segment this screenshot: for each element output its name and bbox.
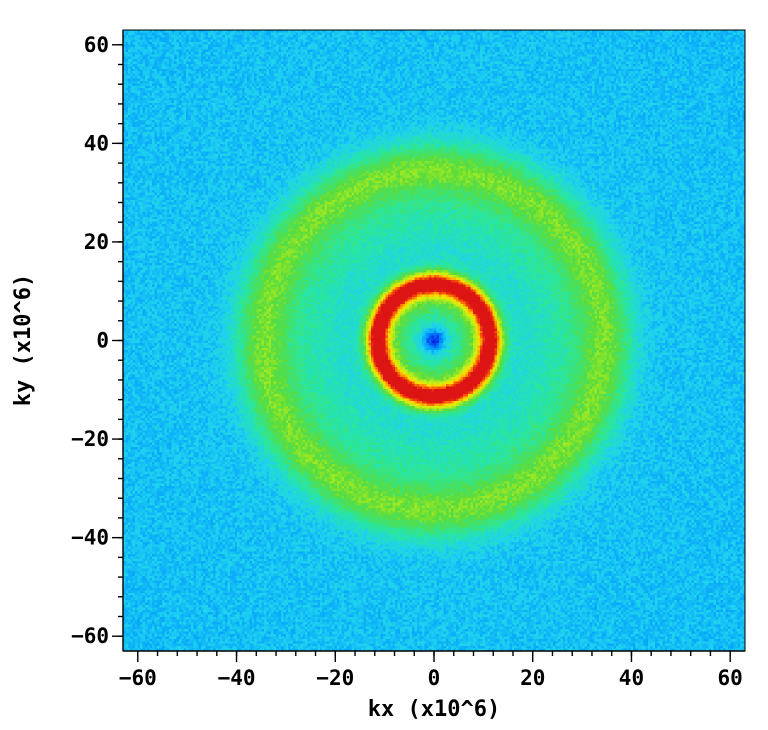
x-tick-label: −40 xyxy=(218,666,256,690)
y-axis-label: ky (x10^6) xyxy=(11,274,36,406)
plot-area xyxy=(122,29,746,652)
y-tick-label: 40 xyxy=(84,131,109,155)
y-tick-label: 60 xyxy=(84,33,109,57)
x-tick-label: −20 xyxy=(316,666,354,690)
y-tick-label: −20 xyxy=(71,427,109,451)
x-tick-label: 20 xyxy=(520,666,545,690)
x-tick-label: 0 xyxy=(428,666,441,690)
y-tick-label: 0 xyxy=(96,329,109,353)
heatmap-image xyxy=(123,30,745,651)
y-axis: −60 −40 −20 0 20 40 60 xyxy=(71,30,124,651)
y-tick-label: −60 xyxy=(71,624,109,648)
x-axis: −60 −40 −20 0 20 40 60 xyxy=(119,650,745,690)
y-tick-label: −40 xyxy=(71,526,109,550)
x-tick-label: 60 xyxy=(718,666,743,690)
x-tick-label: 40 xyxy=(619,666,644,690)
x-axis-label: kx (x10^6) xyxy=(368,697,500,722)
x-tick-label: −60 xyxy=(119,666,157,690)
y-tick-label: 20 xyxy=(84,230,109,254)
